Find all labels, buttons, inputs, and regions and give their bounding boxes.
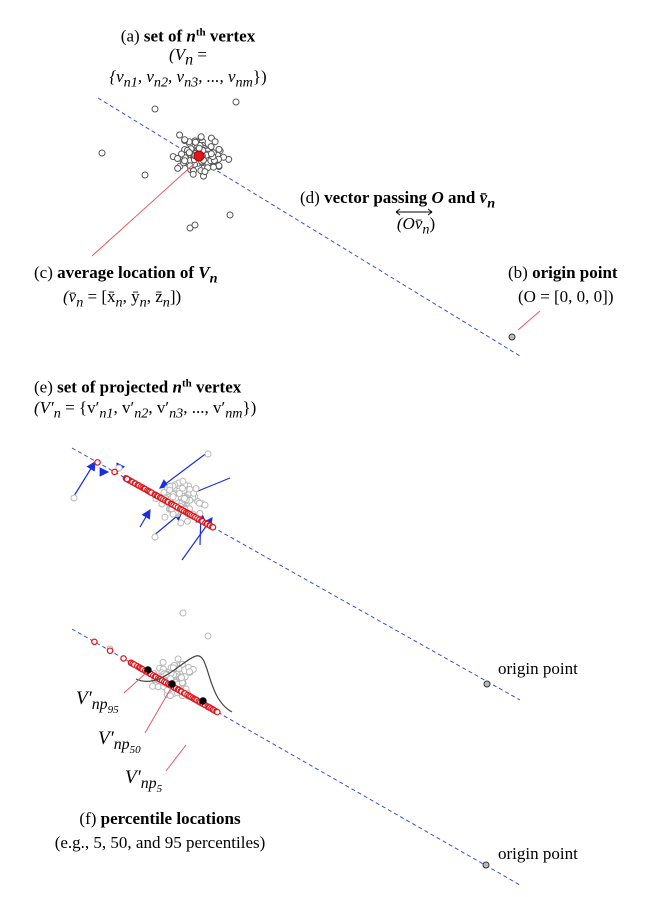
grey-vertex-point [166,486,174,494]
vertex-point-outlier [151,105,159,113]
vertex-point [174,164,182,172]
vertex-point [181,157,189,165]
vertex-point [178,150,185,158]
mean-point [193,150,205,162]
projection-arrow [139,508,151,528]
vertex-point [174,155,181,162]
grey-vertex-point [149,682,157,690]
vertex-point [176,131,184,139]
origin-pointer-line [517,310,541,331]
origin-label-1: origin point [498,659,578,678]
grey-vertex-point [161,513,169,521]
grey-vertex-point [186,668,193,676]
grey-vertex-outlier [115,464,123,472]
grey-vertex-outlier [179,609,187,617]
vertex-point-outlier [232,98,240,106]
projected-point [94,459,101,466]
grey-vertex-point [160,489,168,496]
mean-pointer-line [91,161,197,257]
label-p50: V′np50 [98,728,141,756]
vertex-point-outlier [191,221,199,229]
pointer-p5 [165,744,187,772]
grey-vertex-point [192,485,200,493]
label-b-line1: (b) origin point [508,263,618,282]
label-f-line1: (f) percentile locations [79,809,241,828]
grey-vertex-point [174,655,182,663]
vertex-point-outlier [98,149,106,157]
vertex-point [197,133,205,141]
label-p95: V′np95 [76,688,119,716]
vertex-point-outlier [186,224,194,232]
origin-label-2: origin point [498,844,578,863]
projected-point [123,475,131,483]
vertex-point [189,170,197,178]
grey-vertex-point [169,510,177,518]
projection-arrow [73,460,96,497]
pointer-p50 [144,687,172,734]
label-e-line2: (V′n = {v′n1, v′n2, v′n3, ..., v′nm}) [34,398,257,422]
grey-vertex-outlier [151,533,159,541]
projected-points [91,459,221,716]
grey-vertex-point [179,484,186,492]
vertex-point [181,136,189,144]
vertex-point-outlier [226,211,234,219]
vertex-point [195,144,203,152]
grey-vertex-point [178,674,185,682]
label-b-line2: (O = [0, 0, 0]) [518,287,614,306]
grey-vertex-point [183,517,191,525]
vertex-point [207,150,215,158]
grey-vertex-outlier [204,450,212,458]
projected-point [214,708,221,716]
grey-vertex-point [181,495,188,502]
label-c-line2: (v̄n = [x̄n, ȳn, z̄n]) [63,287,182,311]
label-d-line1: (d) vector passing O and v̄n [300,188,496,212]
percentile-95-point [144,666,152,674]
grey-vertex-point [195,499,203,507]
vector-arrow-heads [395,208,433,216]
vertex-point [185,149,193,157]
label-c-line1: (c) average location of Vn [34,263,218,287]
percentile-50-point [168,680,176,688]
label-d-line2: (Ov̄n) [396,214,436,238]
projected-point [91,638,98,646]
vertex-point-outlier [141,171,149,179]
percentile-5-point [199,697,207,705]
projection-arrow [159,451,209,489]
vertex-point [215,145,223,153]
projected-point [209,523,217,531]
grey-vertex-point [177,519,185,527]
label-f-line2: (e.g., 5, 50, and 95 percentiles) [54,833,266,852]
grey-vertex-outlier [201,501,209,509]
vertex-point [211,138,219,146]
pointer-p95 [123,671,148,694]
vertex-point [201,168,209,176]
grey-vertex-point [179,477,187,485]
axis-line-1 [97,97,521,357]
label-p5: V′np5 [125,767,163,795]
grey-vertex-point [159,658,167,666]
origin-point-1 [508,333,516,341]
origin-point-3 [482,861,490,869]
grey-vertex-point [169,493,177,501]
label-e-line1: (e) set of projected nth vertex [34,377,242,397]
distribution-curve [135,655,233,713]
vertex-point [192,138,199,146]
grey-vertex-outlier [204,632,212,640]
label-a-line2: (Vn = [169,45,207,69]
projected-point [111,468,118,476]
label-a-line1: (a) set of nth vertex [120,26,256,46]
grey-vertex-point [166,692,174,700]
annotation-lines [91,161,541,772]
vertex-point [210,163,217,171]
projected-point [106,647,114,655]
vertex-point [186,162,194,170]
origin-point-2 [483,680,491,688]
projected-point [120,655,127,662]
grey-vertex-outlier [70,494,78,502]
label-a-line3: {vn1, vn2, vn3, ..., vnm}) [109,67,267,91]
